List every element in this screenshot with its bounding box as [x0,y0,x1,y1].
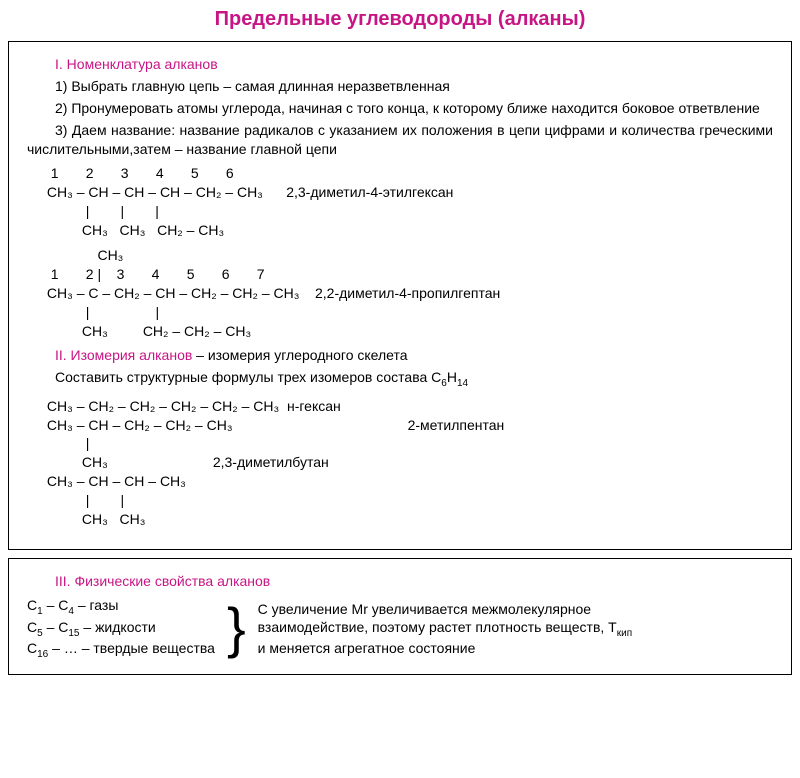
s1-l1: 1 2 3 4 5 6 [43,165,234,181]
structure-2: CH₃ 1 2 | 3 4 5 6 7 CH₃ – C – CH₂ – CH –… [43,246,773,340]
p3b: – … – твердые вещества [48,640,215,656]
p2c: – жидкости [80,619,156,635]
iso-l6: | | [43,492,124,508]
iso-l1: CH₃ – CH₂ – CH₂ – CH₂ – CH₂ – CH₃ н-гекс… [43,398,341,414]
p1a: C [27,597,37,613]
section1-head: I. Номенклатура алканов [55,55,773,74]
s2-l1: 1 2 | 3 4 5 6 7 [43,266,265,282]
section2-head-text: II. Изомерия алканов [55,347,192,363]
brace-icon: } [227,603,246,653]
phys-right-1: С увеличение Mr увеличивается межмолекул… [258,601,632,617]
phys-line-1: C1 – C4 – газы [27,597,215,617]
p1b: – C [43,597,69,613]
iso-l5: CH₃ – CH – CH – CH₃ [43,473,186,489]
rule-1: 1) Выбрать главную цепь – самая длинная … [55,77,773,96]
task-c14: 14 [457,378,468,389]
pr2a: взаимодействие, поэтому растет плотность… [258,619,617,635]
p1c: – газы [74,597,118,613]
p3a: C [27,640,37,656]
phys-box: III. Физические свойства алканов C1 – C4… [8,558,792,675]
s1-l3: | | | [43,203,159,219]
rule-2-text: 2) Пронумеровать атомы углерода, начиная… [55,100,760,116]
s2-l0: CH₃ [43,247,123,263]
p2b: – C [43,619,69,635]
main-box: I. Номенклатура алканов 1) Выбрать главн… [8,41,792,550]
s2-l2: CH₃ – C – CH₂ – CH – CH₂ – CH₂ – CH₃ 2,2… [43,285,500,301]
s2-l3: | | [43,304,159,320]
phys-right-col: С увеличение Mr увеличивается межмолекул… [258,601,632,657]
section2-head: II. Изомерия алканов – изомерия углеродн… [55,346,773,365]
phys-left-col: C1 – C4 – газы C5 – C15 – жидкости C16 –… [27,597,215,660]
task-b: H [447,369,457,385]
rule-2: 2) Пронумеровать атомы углерода, начиная… [27,99,773,118]
isomer-task: Составить структурные формулы трех изоме… [55,368,773,390]
phys-line-2: C5 – C15 – жидкости [27,619,215,639]
s2-l4: CH₃ CH₂ – CH₂ – CH₃ [43,323,251,339]
iso-l7: CH₃ CH₃ [43,511,145,527]
phys-right-3: и меняется агрегатное состояние [258,640,632,656]
s1-l2: CH₃ – CH – CH – CH – CH₂ – CH₃ 2,3-димет… [43,184,453,200]
pr2b: кип [617,627,632,638]
p2a: C [27,619,37,635]
p2s2: 15 [68,627,79,638]
phys-right-2: взаимодействие, поэтому растет плотность… [258,619,632,639]
isomers-block: CH₃ – CH₂ – CH₂ – CH₂ – CH₂ – CH₃ н-гекс… [43,397,773,529]
section3-head: III. Физические свойства алканов [55,572,773,591]
iso-l4: CH₃ 2,3-диметилбутан [43,454,329,470]
iso-l3: | [43,435,89,451]
page-title: Предельные углеводороды (алканы) [8,8,792,31]
iso-l2n: 2-метилпентан [233,416,505,435]
task-a: Составить структурные формулы трех изоме… [55,369,441,385]
p3s1: 16 [37,649,48,660]
iso-l2: CH₃ – CH – CH₂ – CH₂ – CH₃ [43,417,233,433]
rule-3-text: 3) Даем название: название радикалов с у… [27,122,773,157]
section2-tail: – изомерия углеродного скелета [192,347,407,363]
structure-1: 1 2 3 4 5 6 CH₃ – CH – CH – CH – CH₂ – C… [43,164,773,240]
section1-head-text: I. Номенклатура алканов [55,56,218,72]
s1-l4: CH₃ CH₃ CH₂ – CH₃ [43,222,224,238]
section3-head-text: III. Физические свойства алканов [55,573,270,589]
phys-row: C1 – C4 – газы C5 – C15 – жидкости C16 –… [27,597,773,660]
phys-line-3: C16 – … – твердые вещества [27,640,215,660]
rule-3: 3) Даем название: название радикалов с у… [27,121,773,159]
